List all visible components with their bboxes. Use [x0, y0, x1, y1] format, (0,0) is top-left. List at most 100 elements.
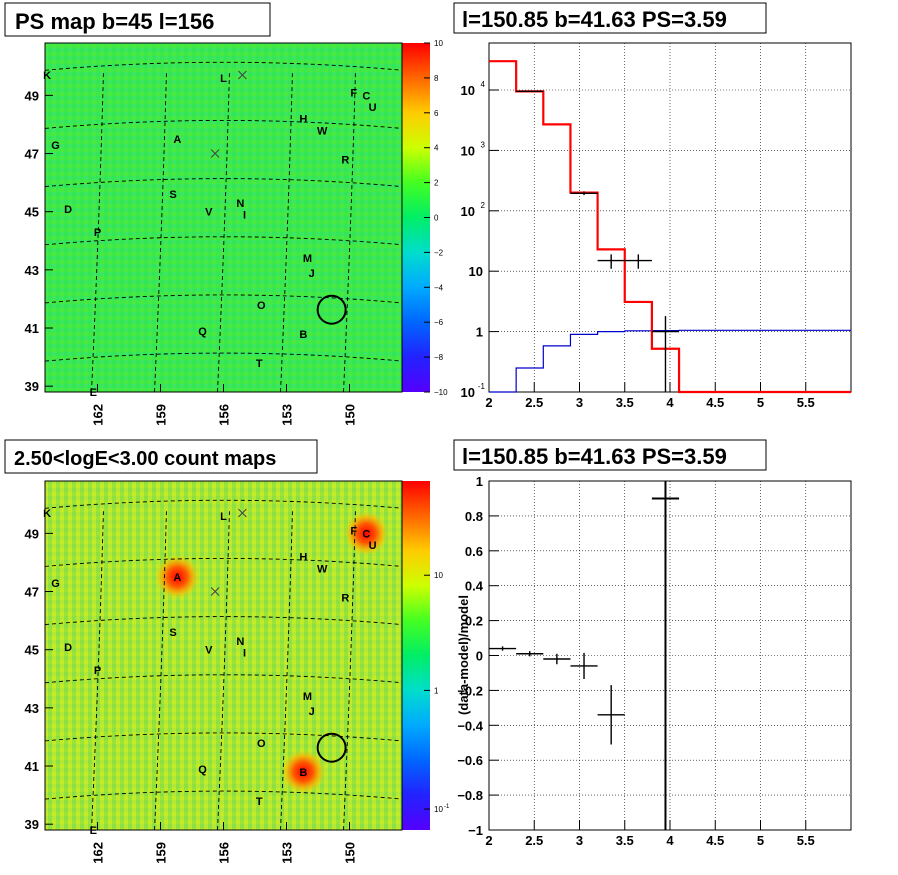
source-label: D	[64, 642, 72, 654]
source-label: W	[317, 563, 328, 575]
meridian-line	[154, 70, 167, 393]
x-tick-label: 5	[757, 833, 764, 848]
source-label: I	[243, 648, 246, 660]
y-tick-exponent: 2	[481, 201, 486, 210]
meridian-line	[91, 70, 104, 393]
meridian-line	[343, 508, 356, 831]
y-tick-label: −0.8	[457, 788, 483, 803]
residual-ylabel: (data-model)/model	[456, 595, 471, 715]
ps-map-panel: 162 159 156 153 150 39 41 43 45 47 49 10 8 6 4 2 0 −2 −4 −…	[25, 39, 449, 426]
residual-point	[597, 685, 625, 745]
y-tick-label: 45	[25, 205, 39, 220]
x-tick-label: 3	[576, 833, 583, 848]
x-tick-label: 162	[91, 404, 106, 426]
x-tick-label: 2.5	[525, 395, 543, 410]
source-label: J	[309, 706, 315, 718]
x-tick-label: 4.5	[706, 395, 724, 410]
meridian-line	[91, 508, 104, 831]
cross-marker	[238, 508, 247, 518]
source-label: B	[299, 767, 307, 779]
source-label: T	[256, 358, 263, 370]
y-tick-label: 47	[25, 585, 39, 600]
y-tick-exponent: 3	[481, 140, 486, 149]
source-label: C	[362, 90, 370, 102]
svg-text:PS map b=45 l=156: PS map b=45 l=156	[15, 9, 214, 34]
parallel-line	[44, 732, 403, 742]
y-tick-label: 10	[461, 143, 475, 158]
x-tick-label: 5.5	[797, 833, 815, 848]
colorbar-tick-label: 6	[434, 109, 439, 118]
x-tick-label: 156	[217, 842, 232, 864]
meridian-line	[280, 70, 293, 393]
y-tick-label: 45	[25, 643, 39, 658]
colorbar-tick-exponent: -1	[444, 804, 450, 810]
residual-point	[570, 652, 598, 680]
source-label: E	[90, 825, 97, 837]
y-tick-label: 41	[25, 759, 39, 774]
cross-marker	[238, 70, 247, 80]
y-tick-exponent: 4	[481, 80, 486, 89]
source-label: Q	[198, 764, 207, 776]
residual-point	[489, 646, 517, 651]
parallel-line	[44, 558, 403, 567]
y-tick-label: 49	[25, 88, 39, 103]
parallel-line	[44, 236, 403, 246]
y-tick-label: 49	[25, 526, 39, 541]
colorbar-tick-label: −2	[434, 248, 444, 257]
source-label: N	[236, 198, 244, 210]
colorbar-tick-label: 10	[434, 39, 443, 48]
source-label: R	[341, 592, 349, 604]
y-tick-label: 10	[461, 385, 475, 400]
x-tick-label: 153	[280, 842, 295, 864]
source-label: O	[257, 300, 266, 312]
y-tick-label: 0.4	[465, 579, 484, 594]
y-tick-label: 0	[476, 649, 483, 664]
source-label: F	[350, 525, 357, 537]
source-label: S	[169, 627, 176, 639]
data-point	[597, 254, 625, 269]
x-tick-label: 2.5	[525, 833, 543, 848]
y-tick-label: 1	[476, 325, 483, 340]
colorbar-tick-label: 8	[434, 74, 439, 83]
panel1-title: PS map b=45 l=156	[4, 2, 271, 37]
x-tick-label: 150	[343, 404, 358, 426]
x-tick-label: 3.5	[616, 833, 634, 848]
panel2-title: l=150.85 b=41.63 PS=3.59	[453, 2, 767, 34]
residual-point	[543, 653, 571, 665]
y-tick-label: 0.8	[465, 509, 483, 524]
y-tick-label: 43	[25, 263, 39, 278]
source-label: V	[205, 645, 213, 657]
cross-marker	[210, 149, 220, 158]
x-tick-label: 2	[485, 833, 492, 848]
source-label: H	[299, 552, 307, 564]
y-tick-label: 41	[25, 321, 39, 336]
svg-text:l=150.85 b=41.63 PS=3.59: l=150.85 b=41.63 PS=3.59	[462, 444, 727, 469]
source-label: V	[205, 207, 213, 219]
y-tick-label: 10	[469, 264, 483, 279]
source-label: H	[299, 114, 307, 126]
source-label: I	[243, 210, 246, 222]
svg-text:l=150.85 b=41.63 PS=3.59: l=150.85 b=41.63 PS=3.59	[462, 7, 727, 32]
source-label: R	[341, 154, 349, 166]
x-tick-label: 5.5	[797, 395, 815, 410]
cross-marker	[210, 587, 220, 596]
ps-map-image	[45, 43, 402, 392]
parallel-line	[44, 61, 403, 71]
source-label: Q	[198, 326, 207, 338]
x-tick-label: 4.5	[706, 833, 724, 848]
panel3-title: 2.50<logE<3.00 count maps	[4, 439, 318, 474]
parallel-line	[44, 352, 403, 362]
source-label: K	[43, 508, 51, 520]
source-label: W	[317, 125, 328, 137]
y-tick-label: −0.4	[457, 718, 483, 733]
source-label: O	[257, 738, 266, 750]
x-tick-label: 159	[154, 404, 169, 426]
roi-circle	[316, 732, 347, 763]
count-map-image	[45, 481, 402, 830]
y-tick-label: −1	[468, 823, 483, 838]
roi-circle	[316, 294, 347, 325]
parallel-line	[44, 120, 403, 129]
source-label: P	[94, 227, 101, 239]
